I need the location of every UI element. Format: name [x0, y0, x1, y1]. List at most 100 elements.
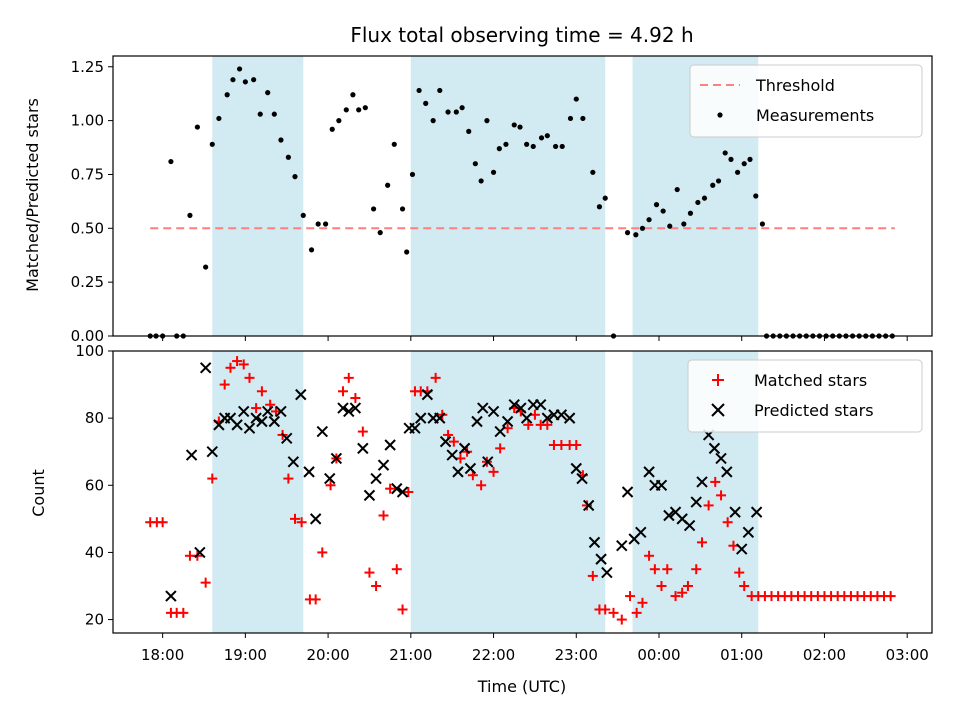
matched-star-marker — [542, 419, 553, 430]
measurement-point — [391, 141, 397, 147]
matched-star-marker — [219, 379, 230, 390]
predicted-star-marker — [275, 405, 287, 418]
y-tick-label: 1.25 — [71, 58, 104, 76]
marker-stroke — [696, 476, 708, 488]
predicted-star-marker — [349, 402, 362, 414]
marker-stroke — [669, 506, 682, 518]
measurement-point — [242, 79, 248, 85]
predicted-star-marker — [391, 482, 403, 495]
predicted-star-marker — [477, 402, 489, 414]
predicted-star-marker — [708, 442, 721, 455]
matched-star-marker — [600, 604, 611, 615]
matched-star-marker — [317, 547, 328, 558]
marker-stroke — [363, 489, 376, 502]
matched-star-marker — [310, 594, 321, 605]
marker-stroke — [268, 415, 281, 428]
marker-stroke — [194, 546, 206, 559]
marker-stroke — [582, 499, 595, 512]
marker-stroke — [185, 449, 198, 461]
marker-stroke — [750, 506, 763, 518]
legend-predicted-swatch — [711, 403, 725, 417]
marker-stroke — [520, 412, 533, 424]
marker-stroke — [452, 466, 464, 478]
measurement-point — [370, 206, 377, 212]
measurement-point — [484, 118, 490, 124]
measurement-point — [567, 115, 574, 122]
axes-frame — [112, 350, 933, 634]
marker-stroke — [415, 412, 427, 424]
matched-star-marker — [225, 362, 236, 373]
marker-stroke — [729, 506, 741, 518]
measurement-point — [203, 264, 209, 270]
x-tick-label: 00:00 — [637, 646, 680, 664]
matched-star-marker — [178, 607, 189, 618]
matched-star-marker — [200, 577, 211, 588]
measurement-point — [271, 111, 277, 117]
matched-star-marker — [403, 487, 414, 497]
marker-stroke — [616, 540, 628, 552]
y-tick-label: 100 — [75, 342, 104, 360]
measurement-point — [681, 221, 687, 227]
measurement-point — [602, 195, 608, 201]
predicted-star-marker — [238, 405, 250, 418]
measurement-point — [257, 111, 263, 117]
measurement-point — [633, 232, 639, 238]
measurement-point — [530, 143, 536, 150]
marker-stroke — [570, 462, 582, 475]
measurement-point — [701, 195, 708, 201]
matched-star-marker — [256, 386, 267, 397]
measurement-point — [747, 156, 753, 162]
measurement-point — [596, 204, 603, 210]
matched-star-marker — [325, 480, 336, 491]
predicted-star-marker — [243, 422, 256, 434]
measurement-point — [734, 169, 741, 175]
matched-star-marker — [270, 406, 281, 417]
matched-star-marker — [710, 476, 721, 487]
predicted-star-marker — [421, 388, 434, 401]
marker-stroke — [471, 415, 483, 428]
measurement-point — [399, 206, 406, 212]
predicted-star-marker — [464, 462, 477, 475]
predicted-star-marker — [663, 509, 675, 522]
measurement-point — [430, 118, 436, 124]
matched-star-marker — [430, 372, 441, 383]
measurement-point — [437, 87, 443, 94]
predicted-star-marker — [250, 412, 262, 424]
predicted-star-marker — [487, 405, 500, 418]
marker-stroke — [683, 519, 696, 532]
marker-stroke — [421, 388, 434, 401]
matched-star-marker — [207, 473, 218, 484]
measurement-point — [356, 107, 362, 113]
marker-stroke — [370, 472, 382, 485]
legend-label: Predicted stars — [754, 401, 874, 420]
marker-stroke — [663, 509, 675, 522]
matched-star-marker — [337, 386, 348, 397]
marker-stroke — [541, 412, 554, 424]
measurement-point — [573, 96, 579, 102]
measurement-point — [710, 182, 716, 188]
predicted-star-marker — [261, 405, 274, 418]
y-tick-label: 1.00 — [71, 112, 104, 130]
measurement-point — [753, 193, 759, 199]
predicted-star-marker — [541, 412, 554, 424]
predicted-star-marker — [576, 472, 588, 485]
marker-stroke — [275, 405, 287, 418]
marker-stroke — [206, 446, 218, 458]
marker-stroke — [595, 553, 607, 565]
predicted-star-marker — [742, 526, 755, 538]
matched-star-marker — [885, 591, 896, 602]
predicted-star-marker — [309, 513, 322, 525]
matched-star-marker — [350, 393, 361, 403]
marker-stroke — [316, 425, 329, 438]
predicted-star-marker — [588, 536, 601, 549]
legend: Threshold Measurements — [689, 64, 923, 138]
matched-star-marker — [397, 604, 408, 615]
measurement-point — [715, 178, 722, 184]
marker-stroke — [534, 399, 547, 411]
marker-stroke — [261, 405, 274, 418]
marker-stroke — [690, 496, 702, 508]
legend-matched-swatch — [712, 374, 724, 386]
marker-stroke — [250, 412, 262, 424]
predicted-star-marker — [655, 479, 668, 491]
